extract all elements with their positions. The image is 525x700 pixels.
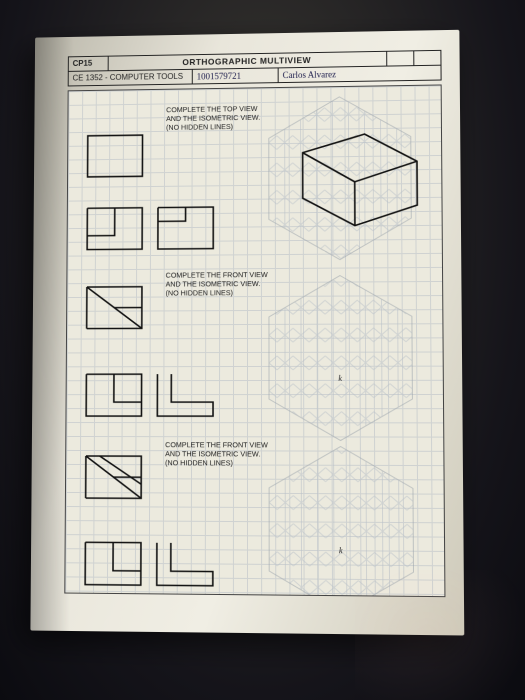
title-block: CP15 ORTHOGRAPHIC MULTIVIEW CE 1352 - CO…	[68, 50, 442, 87]
p1-iso-e2	[303, 152, 355, 182]
p1-top-rect	[88, 135, 143, 177]
p1-side-step	[87, 208, 115, 236]
p2-front-L	[157, 374, 213, 416]
orthographic-shapes	[65, 86, 438, 597]
p3-front-L	[157, 543, 213, 586]
photo-scene: CP15 ORTHOGRAPHIC MULTIVIEW CE 1352 - CO…	[0, 0, 525, 700]
blank-cell-2	[414, 51, 440, 65]
p3-side-step	[113, 542, 141, 570]
blank-cell-1	[387, 51, 414, 65]
p1-front-notch	[158, 207, 186, 221]
student-name: Carlos Alvarez	[279, 66, 441, 82]
p2-side-step	[114, 374, 142, 402]
student-id: 1001579721	[193, 68, 279, 83]
drawing-area: COMPLETE THE TOP VIEW AND THE ISOMETRIC …	[64, 84, 445, 597]
p3-top-d2	[100, 456, 142, 484]
sheet-content: CP15 ORTHOGRAPHIC MULTIVIEW CE 1352 - CO…	[64, 50, 445, 615]
code-cell: CP15	[69, 57, 109, 71]
worksheet-paper: CP15 ORTHOGRAPHIC MULTIVIEW CE 1352 - CO…	[30, 30, 464, 636]
p1-iso-e3	[355, 161, 417, 182]
course-cell: CE 1352 - COMPUTER TOOLS	[69, 70, 193, 86]
